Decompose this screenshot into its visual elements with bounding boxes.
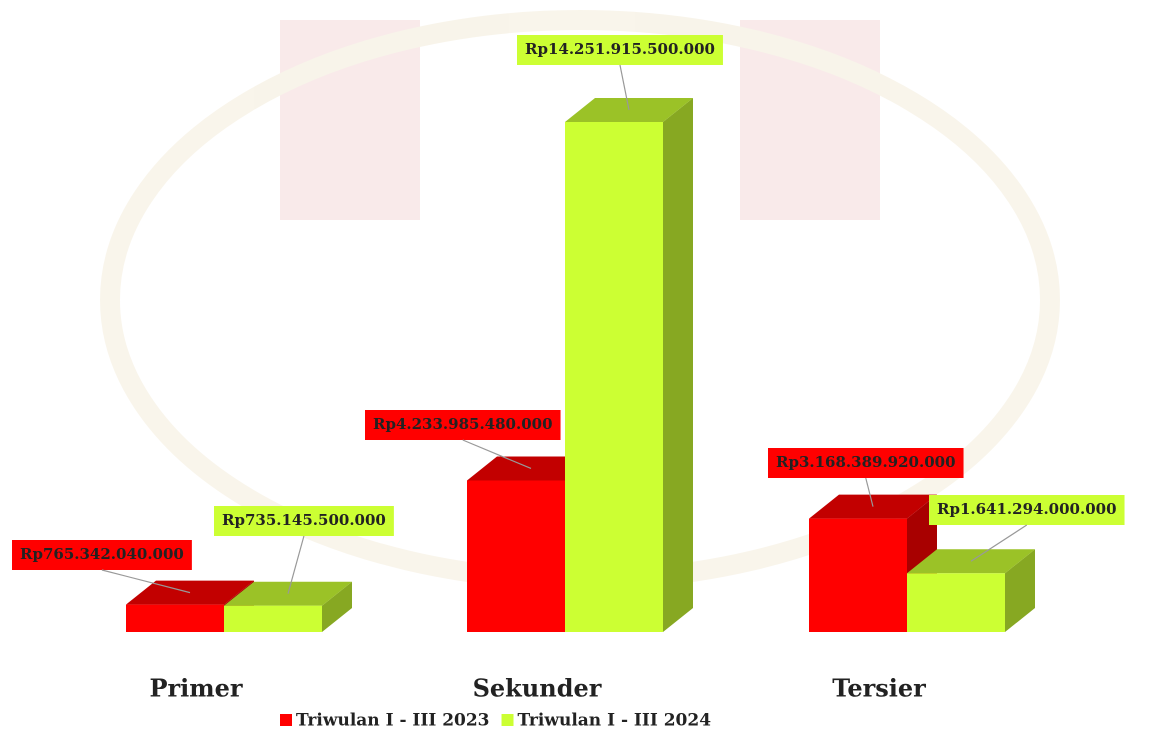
leader-line xyxy=(462,439,532,470)
value-label: Rp735.145.500.000 xyxy=(214,506,394,536)
legend-swatch xyxy=(280,714,292,726)
value-label: Rp3.168.389.920.000 xyxy=(768,448,964,478)
bar xyxy=(224,605,322,632)
value-label-text: Rp4.233.985.480.000 xyxy=(373,415,553,433)
value-label: Rp14.251.915.500.000 xyxy=(517,35,723,65)
category-label: Sekunder xyxy=(473,674,602,703)
value-label-box xyxy=(12,540,192,570)
value-label-box xyxy=(929,495,1125,525)
value-label-box xyxy=(365,410,561,440)
value-label-text: Rp735.145.500.000 xyxy=(222,511,386,529)
legend-label: Triwulan I - III 2024 xyxy=(518,711,712,731)
bar-side xyxy=(663,98,693,632)
value-label: Rp4.233.985.480.000 xyxy=(365,410,561,440)
leader-line xyxy=(970,524,1028,562)
bar xyxy=(809,518,907,632)
bar xyxy=(907,573,1005,632)
legend-swatch xyxy=(501,714,514,726)
value-label-box xyxy=(517,35,723,65)
legend-label: Triwulan I - III 2023 xyxy=(296,711,490,731)
value-label: Rp1.641.294.000.000 xyxy=(929,495,1125,525)
value-label-text: Rp14.251.915.500.000 xyxy=(525,40,715,58)
value-label: Rp765.342.040.000 xyxy=(12,540,192,570)
bar xyxy=(467,480,565,632)
value-label-text: Rp1.641.294.000.000 xyxy=(937,500,1117,518)
category-label: Primer xyxy=(149,674,242,703)
leader-line xyxy=(619,64,630,111)
watermark xyxy=(100,10,1060,590)
value-label-box xyxy=(214,506,394,536)
leader-line xyxy=(287,535,305,594)
category-label: Tersier xyxy=(832,674,926,703)
value-label-box xyxy=(768,448,964,478)
bar-side xyxy=(1005,549,1035,632)
leader-line xyxy=(101,569,191,594)
bar xyxy=(126,604,224,632)
value-label-text: Rp765.342.040.000 xyxy=(20,545,184,563)
leader-line xyxy=(865,477,874,507)
value-label-text: Rp3.168.389.920.000 xyxy=(776,453,956,471)
bar-side xyxy=(322,581,352,632)
bar xyxy=(565,122,663,632)
